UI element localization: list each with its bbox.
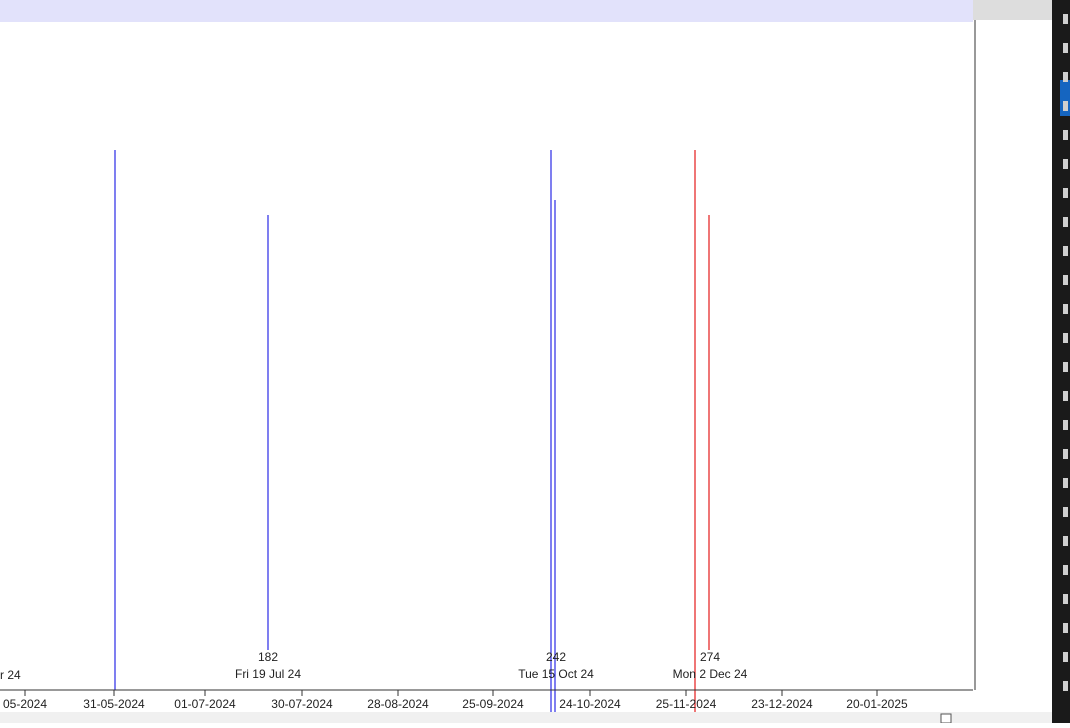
toolbar-icon	[1063, 449, 1068, 459]
cycle-count-182: 182	[258, 650, 278, 664]
date-tick-label: 25-11-2024	[656, 697, 717, 711]
toolbar-icon	[1063, 362, 1068, 372]
toolbar-icon	[1063, 420, 1068, 430]
toolbar-icon	[1063, 681, 1068, 691]
cycle-count-274: 274	[700, 650, 720, 664]
toolbar-icon	[1063, 304, 1068, 314]
date-tick-label: 24-10-2024	[559, 697, 621, 711]
toolbar-icon	[1063, 101, 1068, 111]
date-tick-label: 20-01-2025	[846, 697, 908, 711]
resize-box	[940, 713, 952, 724]
fan-zone-blue	[0, 0, 973, 22]
toolbar-icon	[1063, 536, 1068, 546]
date-tick-label: 25-09-2024	[462, 697, 524, 711]
cycle-lines	[114, 150, 710, 712]
toolbar-icon	[1063, 333, 1068, 343]
toolbar-icon	[1063, 594, 1068, 604]
toolbar-icon	[1063, 246, 1068, 256]
toolbar-icon	[1063, 188, 1068, 198]
toolbar-icon	[1063, 391, 1068, 401]
toolbar-icon	[1063, 565, 1068, 575]
date-tick-label: 01-07-2024	[174, 697, 236, 711]
cycle-date-182: Fri 19 Jul 24	[235, 667, 301, 681]
toolbar-icon	[1063, 217, 1068, 227]
bottom-strip	[0, 712, 1052, 723]
cycle-count-242: 242	[546, 650, 566, 664]
toolbar-icon	[1063, 72, 1068, 82]
date-tick-label: 28-08-2024	[367, 697, 429, 711]
toolbar-icon	[1063, 652, 1068, 662]
date-axis: 05-2024 31-05-2024 01-07-2024 30-07-2024 28-…	[0, 689, 973, 711]
cycle-date-242: Tue 15 Oct 24	[518, 667, 594, 681]
cycle-date-274: Mon 2 Dec 24	[673, 667, 748, 681]
date-tick-label: 30-07-2024	[271, 697, 333, 711]
side-tab-active	[1060, 80, 1070, 116]
toolbar-icon	[1063, 14, 1068, 24]
toolbar-icon	[1063, 478, 1068, 488]
toolbar-icon	[1063, 275, 1068, 285]
toolbar-icon	[1063, 159, 1068, 169]
date-tick-label: 31-05-2024	[83, 697, 145, 711]
fan-zones	[0, 0, 973, 22]
toolbar-icon	[1063, 507, 1068, 517]
toolbar-icon	[1063, 43, 1068, 53]
date-tick-label: 23-12-2024	[751, 697, 813, 711]
price-axis: 18500.0019000.0019500.0020000.0020500.00…	[974, 20, 976, 690]
toolbar-icon	[1063, 623, 1068, 633]
left-cut-label: r 24	[0, 668, 21, 682]
date-tick-label: 05-2024	[3, 697, 47, 711]
toolbar-icon	[1063, 130, 1068, 140]
side-toolbar-icons	[1063, 14, 1068, 691]
